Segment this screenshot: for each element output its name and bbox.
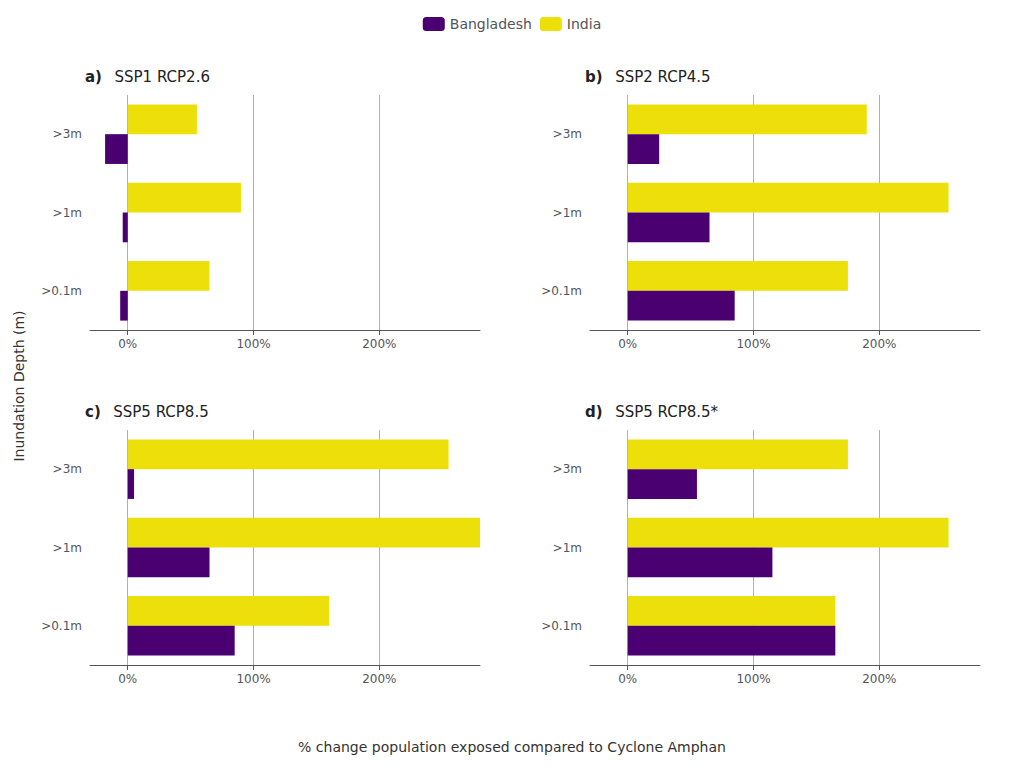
svg-text:>0.1m: >0.1m bbox=[541, 284, 582, 298]
svg-text:SSP5 RCP8.5: SSP5 RCP8.5 bbox=[113, 403, 208, 421]
svg-text:>3m: >3m bbox=[553, 127, 582, 141]
svg-text:100%: 100% bbox=[236, 337, 270, 351]
svg-text:>1m: >1m bbox=[53, 206, 82, 220]
svg-text:Inundation Depth (m): Inundation Depth (m) bbox=[11, 310, 27, 461]
svg-text:0%: 0% bbox=[618, 672, 637, 686]
svg-text:>3m: >3m bbox=[53, 462, 82, 476]
svg-text:India: India bbox=[567, 16, 601, 32]
svg-text:0%: 0% bbox=[118, 672, 137, 686]
svg-text:SSP5 RCP8.5*: SSP5 RCP8.5* bbox=[615, 403, 718, 421]
svg-text:>1m: >1m bbox=[553, 541, 582, 555]
svg-text:>3m: >3m bbox=[553, 462, 582, 476]
svg-text:SSP2 RCP4.5: SSP2 RCP4.5 bbox=[615, 68, 710, 86]
svg-text:100%: 100% bbox=[736, 672, 770, 686]
svg-text:Bangladesh: Bangladesh bbox=[450, 16, 532, 32]
svg-text:>1m: >1m bbox=[553, 206, 582, 220]
svg-text:200%: 200% bbox=[862, 672, 896, 686]
svg-text:100%: 100% bbox=[236, 672, 270, 686]
svg-text:% change population exposed co: % change population exposed compared to … bbox=[298, 739, 726, 755]
svg-text:200%: 200% bbox=[362, 672, 396, 686]
svg-text:>0.1m: >0.1m bbox=[541, 619, 582, 633]
svg-text:>0.1m: >0.1m bbox=[41, 284, 82, 298]
svg-text:100%: 100% bbox=[736, 337, 770, 351]
svg-text:>1m: >1m bbox=[53, 541, 82, 555]
svg-text:c): c) bbox=[85, 403, 101, 421]
svg-text:>0.1m: >0.1m bbox=[41, 619, 82, 633]
svg-text:200%: 200% bbox=[862, 337, 896, 351]
svg-text:0%: 0% bbox=[118, 337, 137, 351]
svg-text:d): d) bbox=[585, 403, 603, 421]
svg-text:b): b) bbox=[585, 68, 603, 86]
svg-text:0%: 0% bbox=[618, 337, 637, 351]
svg-text:200%: 200% bbox=[362, 337, 396, 351]
svg-text:SSP1 RCP2.6: SSP1 RCP2.6 bbox=[115, 68, 210, 86]
svg-text:>3m: >3m bbox=[53, 127, 82, 141]
svg-text:a): a) bbox=[85, 68, 102, 86]
